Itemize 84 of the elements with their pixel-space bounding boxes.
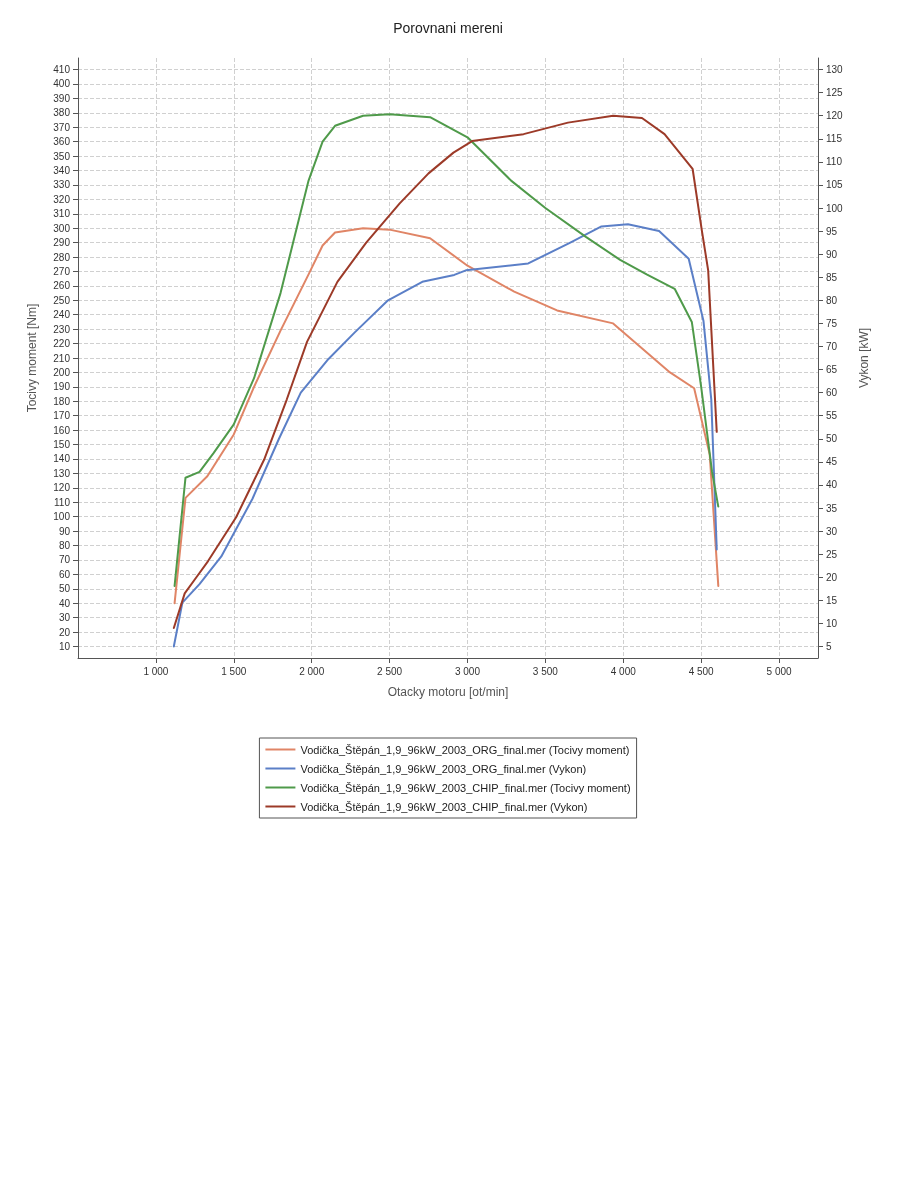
y-axis-title: Tocivy moment [Nm] (25, 303, 39, 413)
y-tick-label: 190 (53, 381, 71, 393)
y-tick-label: 140 (53, 453, 71, 465)
y2-tick-label: 75 (826, 317, 838, 329)
y-tick-label: 380 (53, 107, 71, 119)
x-tick-label: 4 000 (610, 665, 637, 677)
legend-label: Vodička_Štěpán_1,9_96kW_2003_CHIP_final.mer (Vykon) (300, 800, 588, 813)
y-tick-label: 400 (53, 78, 71, 90)
y2-tick-label: 35 (826, 502, 838, 514)
y-tick-label: 170 (53, 410, 71, 422)
y-tick-label: 210 (53, 352, 71, 364)
y2-tick-label: 10 (826, 617, 838, 629)
y-tick-label: 410 (53, 64, 71, 76)
y-tick-label: 40 (58, 597, 71, 609)
y-tick-label: 70 (58, 554, 71, 566)
chart-title: Porovnani mereni (393, 20, 503, 36)
y2-tick-label: 130 (826, 64, 844, 76)
y-tick-label: 300 (53, 222, 71, 234)
y-tick-label: 230 (53, 323, 71, 335)
y2-tick-label: 100 (826, 202, 844, 214)
y-tick-label: 360 (53, 136, 71, 148)
y2-axis-title: Vykon [kW] (857, 327, 871, 389)
x-axis-title: Otacky motoru [ot/min] (387, 685, 509, 699)
y-tick-label: 20 (58, 626, 71, 638)
y2-tick-label: 15 (826, 594, 838, 606)
y2-tick-label: 60 (826, 387, 838, 399)
y-tick-label: 240 (53, 309, 71, 321)
y-tick-label: 10 (58, 640, 71, 652)
y-tick-label: 220 (53, 338, 71, 350)
x-tick-label: 5 000 (766, 665, 792, 677)
y2-tick-label: 125 (826, 87, 844, 99)
x-tick-label: 4 500 (688, 665, 715, 677)
y2-tick-label: 30 (826, 525, 838, 537)
x-tick-label: 2 500 (377, 665, 403, 677)
y-tick-label: 330 (53, 179, 71, 191)
y2-tick-label: 105 (826, 179, 844, 191)
y-tick-label: 340 (53, 165, 71, 176)
y-tick-label: 150 (53, 439, 71, 451)
y2-tick-label: 85 (826, 271, 838, 283)
y-tick-label: 370 (53, 121, 71, 133)
legend-label: Vodička_Štěpán_1,9_96kW_2003_ORG_final.mer (Vykon) (300, 762, 587, 775)
y-tick-label: 30 (58, 612, 71, 624)
y-tick-label: 320 (53, 193, 71, 205)
y2-tick-label: 115 (826, 133, 843, 145)
y-tick-label: 270 (53, 265, 71, 277)
y2-tick-label: 90 (826, 248, 838, 260)
y2-tick-label: 40 (826, 479, 838, 491)
x-tick-label: 2 000 (299, 665, 325, 677)
y-tick-label: 310 (53, 208, 71, 220)
y2-tick-label: 20 (826, 571, 838, 583)
y-tick-label: 290 (53, 237, 71, 249)
y2-tick-label: 5 (826, 640, 832, 652)
x-tick-label: 3 000 (454, 665, 481, 677)
y-tick-label: 110 (54, 496, 71, 508)
y-tick-label: 130 (53, 467, 71, 479)
y2-tick-label: 25 (826, 548, 838, 560)
y2-tick-label: 55 (826, 410, 838, 422)
x-tick-label: 1 500 (221, 665, 247, 677)
x-tick-label: 3 500 (532, 665, 559, 677)
y2-tick-label: 80 (826, 294, 838, 306)
y-tick-label: 250 (53, 294, 71, 306)
y-tick-label: 80 (58, 540, 71, 551)
y2-tick-label: 95 (826, 225, 838, 237)
legend-label: Vodička_Štěpán_1,9_96kW_2003_CHIP_final.mer (Tocivy moment) (300, 781, 631, 794)
y-tick-label: 160 (53, 424, 71, 436)
y-tick-label: 200 (53, 366, 71, 378)
y2-tick-label: 45 (826, 456, 838, 468)
legend-label: Vodička_Štěpán_1,9_96kW_2003_ORG_final.mer (Tocivy moment) (300, 743, 630, 756)
y-tick-label: 90 (58, 525, 71, 537)
y2-tick-label: 65 (826, 364, 838, 376)
y-tick-label: 280 (53, 251, 71, 263)
y-tick-label: 180 (53, 395, 71, 407)
y-tick-label: 100 (53, 511, 71, 523)
y-tick-label: 260 (53, 280, 71, 292)
y2-tick-label: 120 (826, 110, 844, 122)
y-tick-label: 60 (58, 568, 71, 580)
y-tick-label: 350 (53, 150, 71, 162)
x-tick-label: 1 000 (143, 665, 169, 677)
y2-tick-label: 110 (826, 156, 843, 168)
y-tick-label: 390 (53, 92, 71, 104)
y2-tick-label: 50 (826, 433, 838, 445)
y-tick-label: 120 (53, 482, 71, 494)
y-tick-label: 50 (58, 583, 71, 595)
y2-tick-label: 70 (826, 340, 838, 352)
